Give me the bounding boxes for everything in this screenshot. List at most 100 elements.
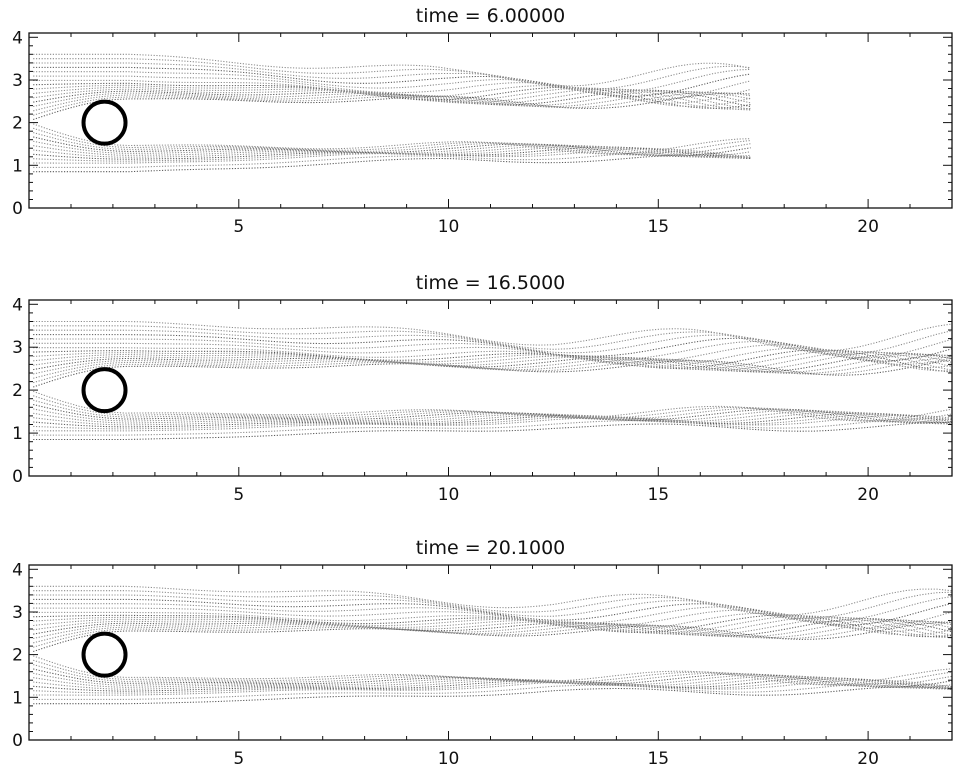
streakline: [33, 140, 751, 158]
x-tick-label: 10: [438, 217, 460, 237]
streakline: [33, 62, 751, 94]
streakline: [33, 664, 952, 687]
streakline: [33, 144, 751, 158]
streaklines: [33, 53, 751, 173]
streakline: [33, 82, 751, 109]
streakline: [33, 686, 952, 705]
streakline: [33, 413, 952, 430]
streakline: [33, 154, 751, 173]
streakline: [33, 352, 952, 373]
streakline: [33, 75, 751, 104]
x-tick-label: 5: [233, 217, 244, 237]
x-tick-label: 15: [647, 749, 669, 769]
streakline: [33, 91, 751, 112]
streakline: [33, 682, 952, 700]
streakline: [33, 615, 952, 639]
streakline: [33, 619, 952, 644]
y-tick-label: 2: [12, 114, 23, 134]
y-tick-label: 2: [12, 646, 23, 666]
streakline: [33, 611, 952, 636]
x-tick-label: 20: [857, 217, 879, 237]
panel-title: time = 16.5000: [416, 272, 566, 294]
x-tick-label: 20: [857, 485, 879, 505]
streakline: [33, 603, 952, 629]
y-tick-label: 1: [12, 424, 23, 444]
x-tick-label: 5: [233, 749, 244, 769]
streakline: [33, 679, 952, 696]
streakline: [33, 359, 952, 388]
y-tick-label: 1: [12, 156, 23, 176]
streakline: [33, 390, 952, 422]
streakline: [33, 351, 952, 372]
streakline: [33, 347, 952, 372]
streakline: [33, 354, 952, 379]
y-tick-label: 3: [12, 603, 23, 623]
panel-title: time = 20.1000: [416, 537, 566, 559]
x-tick-label: 20: [857, 749, 879, 769]
x-tick-label: 10: [438, 485, 460, 505]
y-tick-label: 4: [12, 28, 23, 48]
streakline: [33, 90, 751, 108]
streakline: [33, 412, 952, 428]
streakline: [33, 404, 952, 424]
plot-frame: [28, 564, 953, 741]
streakline: [33, 353, 952, 375]
plot-frame: [28, 299, 953, 477]
streakline: [33, 399, 952, 423]
streakline: [33, 79, 751, 108]
streakline: [33, 410, 952, 425]
streakline: [33, 342, 952, 369]
panel-title: time = 6.00000: [416, 5, 566, 27]
streakline: [33, 334, 952, 362]
panel-3: time = 20.1000 0 1 2 3 4 5 10 15 20: [12, 537, 953, 769]
streakline: [33, 617, 952, 636]
streakline: [33, 414, 952, 432]
streakline: [33, 621, 952, 653]
y-tick-label: 2: [12, 381, 23, 401]
x-tick-label: 10: [438, 749, 460, 769]
x-tick-label: 15: [647, 485, 669, 505]
streakline: [33, 614, 952, 638]
cylinder: [81, 99, 128, 146]
x-tick-label: 15: [647, 217, 669, 237]
streakline: [33, 350, 952, 371]
y-tick-label: 3: [12, 338, 23, 358]
streakline: [33, 607, 952, 633]
y-tick-label: 4: [12, 560, 23, 580]
streakline: [33, 127, 751, 156]
streakline: [33, 132, 751, 156]
y-tick-label: 1: [12, 688, 23, 708]
y-tick-label: 0: [12, 199, 23, 219]
x-tick-label: 5: [233, 485, 244, 505]
streakline: [33, 329, 952, 359]
plot-frame: [28, 32, 953, 209]
panel-2: time = 16.5000 0 1 2 3 4 5 10 15 20: [12, 272, 953, 505]
streakline: [33, 71, 751, 101]
streakline: [33, 92, 751, 121]
streakline: [33, 53, 751, 87]
streakline: [33, 618, 952, 640]
streakline: [33, 123, 751, 155]
streakline: [33, 136, 751, 157]
streakline: [33, 86, 751, 111]
streakline: [33, 89, 751, 108]
streakline: [33, 598, 952, 626]
cylinder: [81, 631, 128, 678]
streakline: [33, 418, 952, 436]
streaklines: [33, 585, 952, 705]
y-tick-label: 3: [12, 71, 23, 91]
cylinder: [81, 367, 128, 414]
y-tick-label: 0: [12, 467, 23, 487]
streakline: [33, 678, 952, 694]
streakline: [33, 655, 952, 686]
y-tick-label: 0: [12, 731, 23, 751]
streakline: [33, 411, 952, 426]
streakline: [33, 421, 952, 441]
streaklines: [33, 320, 952, 441]
streakline: [33, 616, 952, 638]
streakline: [33, 66, 751, 97]
streakline: [33, 151, 751, 168]
streakline: [33, 677, 952, 692]
streakline: [33, 350, 952, 371]
